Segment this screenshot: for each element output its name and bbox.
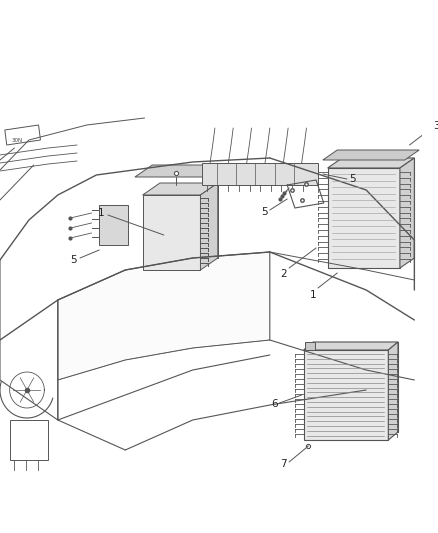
Text: 3: 3 bbox=[434, 121, 438, 131]
Text: 1: 1 bbox=[97, 208, 104, 218]
Text: 5: 5 bbox=[71, 255, 77, 265]
Polygon shape bbox=[304, 342, 398, 350]
Polygon shape bbox=[143, 183, 218, 195]
Polygon shape bbox=[304, 350, 389, 440]
Polygon shape bbox=[160, 183, 218, 258]
Polygon shape bbox=[400, 158, 414, 268]
Polygon shape bbox=[201, 183, 218, 270]
Text: 2: 2 bbox=[281, 269, 287, 279]
Text: 6: 6 bbox=[271, 399, 278, 409]
Polygon shape bbox=[342, 158, 414, 258]
Text: 5: 5 bbox=[349, 174, 356, 184]
Polygon shape bbox=[143, 195, 201, 270]
Polygon shape bbox=[99, 205, 128, 245]
Polygon shape bbox=[305, 342, 315, 350]
Text: 7: 7 bbox=[281, 459, 287, 469]
Text: 1: 1 bbox=[310, 290, 316, 300]
Text: 30N: 30N bbox=[11, 138, 23, 143]
Polygon shape bbox=[58, 252, 270, 380]
Polygon shape bbox=[328, 158, 414, 168]
Polygon shape bbox=[323, 150, 419, 160]
Polygon shape bbox=[135, 165, 237, 177]
Polygon shape bbox=[313, 342, 398, 432]
Polygon shape bbox=[328, 168, 400, 268]
Polygon shape bbox=[389, 342, 398, 440]
Polygon shape bbox=[202, 163, 318, 185]
Text: 5: 5 bbox=[261, 207, 268, 217]
